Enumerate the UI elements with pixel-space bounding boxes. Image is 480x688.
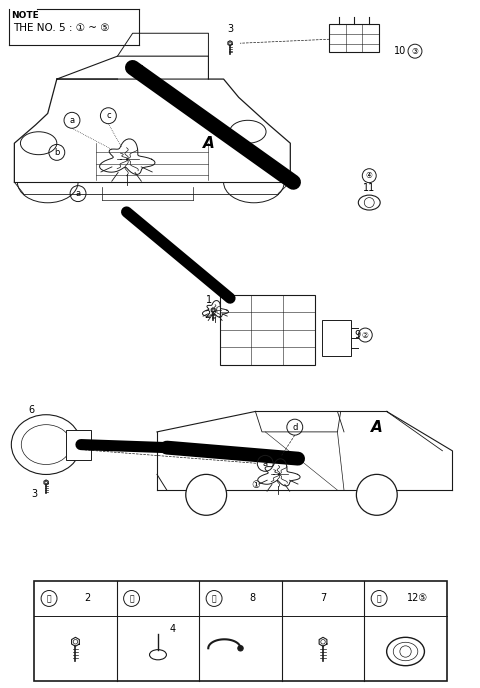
Text: NOTE: NOTE xyxy=(12,11,39,21)
Text: THE NO. 5 : ① ~ ⑤: THE NO. 5 : ① ~ ⑤ xyxy=(13,23,110,33)
Polygon shape xyxy=(228,41,232,45)
Text: ①: ① xyxy=(251,480,260,491)
Text: c: c xyxy=(106,111,111,120)
Text: 6: 6 xyxy=(28,405,34,415)
Text: 9: 9 xyxy=(354,330,360,340)
Text: 10: 10 xyxy=(394,46,407,56)
Text: 3: 3 xyxy=(227,24,233,34)
Ellipse shape xyxy=(387,637,424,666)
Text: 4: 4 xyxy=(170,624,176,634)
Text: a: a xyxy=(263,459,268,468)
Text: ②: ② xyxy=(362,330,369,340)
Text: d: d xyxy=(292,422,298,431)
Ellipse shape xyxy=(150,649,167,660)
Text: 1: 1 xyxy=(139,65,145,75)
Bar xyxy=(329,24,379,52)
Bar xyxy=(66,429,91,460)
Text: 2: 2 xyxy=(84,594,91,603)
Text: ④: ④ xyxy=(366,171,372,180)
Ellipse shape xyxy=(12,415,81,475)
Bar xyxy=(322,320,351,356)
Text: A: A xyxy=(203,136,214,151)
Bar xyxy=(220,295,314,365)
Polygon shape xyxy=(72,637,79,646)
Text: ⓓ: ⓓ xyxy=(377,594,382,603)
Text: A: A xyxy=(371,420,383,435)
Text: 2: 2 xyxy=(204,310,210,320)
Text: ⓐ: ⓐ xyxy=(47,594,51,603)
Text: ③: ③ xyxy=(411,47,419,56)
Text: b: b xyxy=(54,148,60,157)
Circle shape xyxy=(186,474,227,515)
Text: 8: 8 xyxy=(250,594,256,603)
Polygon shape xyxy=(44,480,48,485)
Text: ⓒ: ⓒ xyxy=(212,594,216,603)
Text: 1: 1 xyxy=(206,295,212,305)
Text: 7: 7 xyxy=(320,594,326,603)
Text: ⓑ: ⓑ xyxy=(129,594,134,603)
Text: a: a xyxy=(70,116,74,125)
Text: a: a xyxy=(75,189,81,198)
Circle shape xyxy=(356,474,397,515)
Ellipse shape xyxy=(358,195,380,210)
Polygon shape xyxy=(211,308,215,312)
Text: 3: 3 xyxy=(31,489,37,499)
Text: 12⑤: 12⑤ xyxy=(408,594,429,603)
Text: 11: 11 xyxy=(363,182,375,193)
Bar xyxy=(34,581,447,680)
Circle shape xyxy=(238,645,243,651)
Polygon shape xyxy=(319,637,327,646)
